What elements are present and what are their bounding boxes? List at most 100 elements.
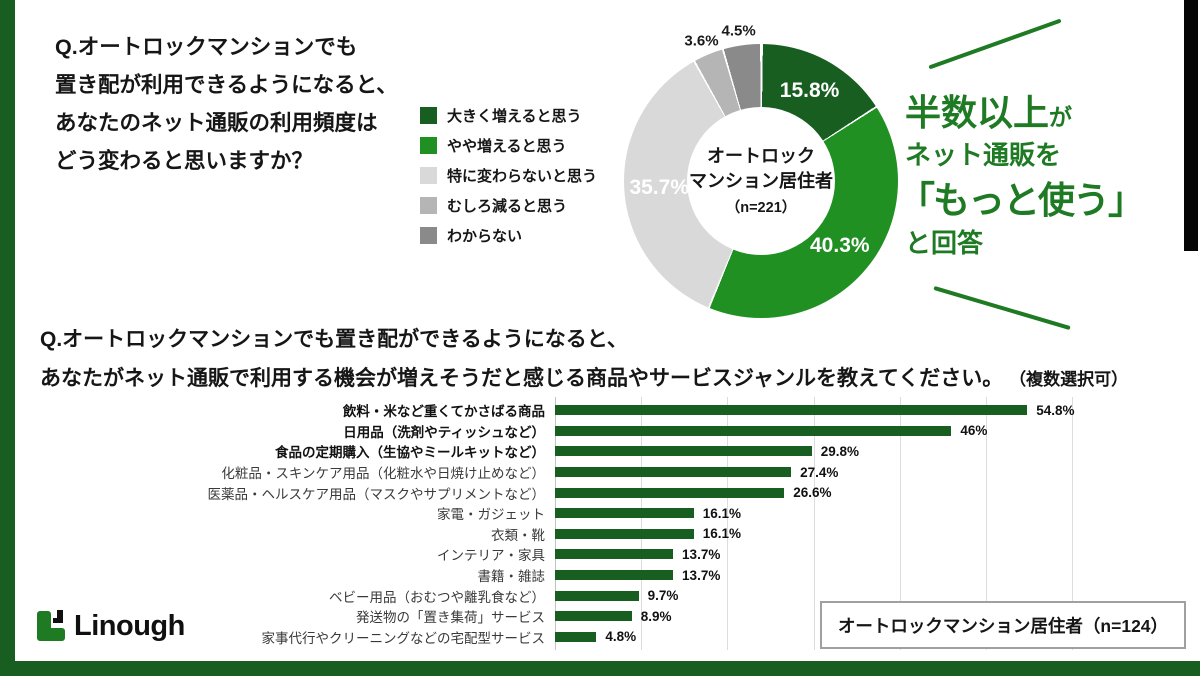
question1-line: あなたのネット通販の利用頻度は: [55, 111, 378, 135]
bottom-green-frame-bar: [0, 661, 1200, 676]
bar: [555, 446, 812, 457]
right-black-accent-bar: [1184, 0, 1198, 251]
donut-center-line: マンション居住者: [689, 170, 833, 191]
bar-category-label: 日用品（洗剤やティッシュなど）: [343, 424, 545, 440]
bar-row: ベビー用品（おむつや離乳食など） 9.7%: [30, 585, 1074, 606]
gridline: [641, 397, 643, 650]
bar: [555, 425, 952, 436]
callout-headline: 半数以上が: [905, 84, 1072, 136]
bar: [555, 405, 1028, 416]
legend-item: やや増えると思う: [420, 130, 597, 160]
gridline: [985, 397, 987, 650]
legend-item: 大きく増えると思う: [420, 100, 597, 130]
legend-label: 特に変わらないと思う: [447, 167, 598, 185]
bar-value-label: 26.6%: [793, 485, 832, 501]
bar-value-label: 9.7%: [647, 588, 679, 604]
gridline: [813, 397, 815, 650]
bar-category-label: 医薬品・ヘルスケア用品（マスクやサプリメントなど）: [207, 486, 546, 502]
callout-headline-small: が: [1049, 104, 1073, 130]
legend-item: むしろ減ると思う: [420, 190, 597, 220]
bar-value-label: 8.9%: [640, 608, 672, 624]
bar-row: 書籍・雑誌 13.7%: [30, 565, 1074, 586]
legend-label: 大きく増えると思う: [447, 107, 582, 125]
legend-swatch-icon: [420, 166, 437, 184]
legend-label: やや増えると思う: [447, 137, 567, 155]
bar-row: 衣類・靴 16.1%: [30, 524, 1074, 545]
donut-slice-label: 3.6%: [684, 32, 719, 50]
bar-row: 飲料・米など重くてかさばる商品 54.8%: [30, 400, 1075, 421]
bar-row: 発送物の「置き集荷」サービス 8.9%: [30, 606, 1074, 627]
bar-value-label: 16.1%: [702, 526, 741, 542]
callout-line3: 「もっと使う」: [898, 180, 1145, 221]
linough-logo-icon: [37, 610, 65, 641]
donut-center-line: オートロック: [707, 145, 815, 166]
bar-value-label: 46%: [960, 423, 988, 439]
question2-line2: あなたがネット通販で利用する機会が増えそうだと感じる商品やサービスジャンルを教え…: [40, 359, 1128, 399]
donut-center-line: （n=221）: [725, 199, 797, 216]
bar-row: 日用品（洗剤やティッシュなど） 46%: [30, 421, 1074, 442]
bar: [555, 508, 694, 519]
question1-line: どう変わると思いますか？: [55, 149, 314, 173]
question2-line2-main: あなたがネット通販で利用する機会が増えそうだと感じる商品やサービスジャンルを教え…: [40, 367, 1004, 390]
bar: [555, 631, 597, 642]
callout-line4: と回答: [905, 228, 984, 258]
question1-text: Q.オートロックマンションでも 置き配が利用できるようになると、 あなたのネット…: [55, 28, 398, 180]
legend-item: 特に変わらないと思う: [420, 160, 597, 190]
bar-value-label: 4.8%: [605, 629, 637, 645]
legend-label: むしろ減ると思う: [447, 197, 568, 215]
bar-category-label: 家事代行やクリーニングなどの宅配型サービス: [261, 630, 546, 646]
bar-chart: 飲料・米など重くてかさばる商品 54.8% 日用品（洗剤やティッシュなど） 46% 食品…: [30, 400, 1075, 648]
bar-row: 家事代行やクリーニングなどの宅配型サービス 4.8%: [30, 627, 1074, 648]
question2-text: Q.オートロックマンションでも置き配ができるようになると、 あなたがネット通販で…: [40, 320, 1128, 399]
question1-line: 置き配が利用できるようになると、: [55, 73, 398, 97]
bar: [555, 487, 785, 498]
donut-slice-label: 40.3%: [810, 233, 870, 257]
question2-multi-select-note: （複数選択可）: [1009, 370, 1129, 389]
bar: [555, 549, 674, 560]
bar-chart-gridlines: [555, 397, 1073, 650]
bar-category-label: 書籍・雑誌: [477, 569, 546, 585]
bar-value-label: 13.7%: [682, 567, 721, 583]
donut-slice-label: 15.8%: [779, 79, 840, 103]
question2-line1: Q.オートロックマンションでも置き配ができるようになると、: [40, 328, 628, 351]
bar-value-label: 13.7%: [682, 546, 721, 562]
bar: [555, 590, 639, 601]
bar-category-label: インテリア・家具: [437, 548, 545, 564]
left-green-frame-bar: [0, 0, 15, 676]
callout-top-diagonal-line: [928, 18, 1062, 70]
bar-category-label: ベビー用品（おむつや離乳食など）: [329, 589, 545, 605]
sample-note-text: オートロックマンション居住者（n=124）: [837, 615, 1169, 636]
bar-value-label: 27.4%: [800, 464, 839, 480]
gridline: [1072, 397, 1073, 650]
donut-slice-label: 35.7%: [629, 175, 689, 199]
legend: 大きく増えると思う やや増えると思う特に変わらないと思う むしろ減ると思う わからない: [420, 100, 597, 250]
callout-line2: ネット通販を: [905, 140, 1062, 170]
legend-swatch-icon: [420, 226, 437, 244]
donut-center-label: オートロック マンション居住者 （n=221）: [687, 107, 835, 255]
sample-note-box: オートロックマンション居住者（n=124）: [820, 601, 1186, 649]
bar-row: インテリア・家具 13.7%: [30, 544, 1074, 565]
bar-category-label: 食品の定期購入（生協やミールキットなど）: [275, 445, 545, 461]
bar: [555, 467, 792, 478]
donut-slice-label: 4.5%: [721, 22, 756, 40]
bar-row: 化粧品・スキンケア用品（化粧水や日焼け止めなど） 27.4%: [30, 462, 1074, 483]
bar-value-label: 54.8%: [1036, 402, 1075, 418]
legend-label: わからない: [447, 227, 523, 245]
gridline: [899, 397, 901, 650]
bar-row: 家電・ガジェット 16.1%: [30, 503, 1074, 524]
legend-swatch-icon: [420, 106, 437, 124]
callout-headline-big: 半数以上: [905, 92, 1050, 133]
linough-logo-text: Linough: [74, 610, 185, 642]
bar-value-label: 29.8%: [820, 443, 860, 459]
question1-line: Q.オートロックマンションでも: [55, 35, 358, 59]
bar: [555, 528, 694, 539]
legend-swatch-icon: [420, 196, 437, 214]
bar-row: 食品の定期購入（生協やミールキットなど） 29.8%: [30, 441, 1074, 462]
bar-category-label: 化粧品・スキンケア用品（化粧水や日焼け止めなど）: [221, 466, 545, 482]
legend-item: わからない: [420, 220, 597, 250]
bar-category-label: 家電・ガジェット: [437, 507, 545, 523]
donut-chart: オートロック マンション居住者 （n=221） 15.8% 40.3% 35.7% 3…: [624, 22, 898, 318]
bar: [555, 570, 674, 581]
bar-category-label: 衣類・靴: [491, 527, 545, 543]
